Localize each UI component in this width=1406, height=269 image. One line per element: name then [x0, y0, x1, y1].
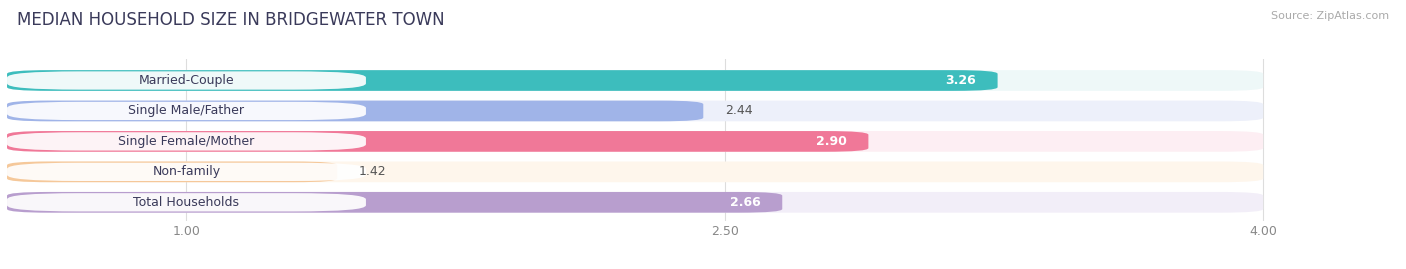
Text: 3.26: 3.26: [945, 74, 976, 87]
Text: 2.66: 2.66: [730, 196, 761, 209]
FancyBboxPatch shape: [7, 102, 366, 120]
Text: 2.90: 2.90: [815, 135, 846, 148]
FancyBboxPatch shape: [7, 70, 998, 91]
Text: Single Female/Mother: Single Female/Mother: [118, 135, 254, 148]
FancyBboxPatch shape: [7, 71, 366, 90]
FancyBboxPatch shape: [7, 101, 1263, 121]
Text: Married-Couple: Married-Couple: [139, 74, 235, 87]
FancyBboxPatch shape: [7, 131, 1263, 152]
Text: Non-family: Non-family: [152, 165, 221, 178]
FancyBboxPatch shape: [7, 101, 703, 121]
FancyBboxPatch shape: [7, 70, 1263, 91]
Text: 2.44: 2.44: [725, 104, 752, 118]
FancyBboxPatch shape: [7, 192, 782, 213]
Text: Source: ZipAtlas.com: Source: ZipAtlas.com: [1271, 11, 1389, 21]
FancyBboxPatch shape: [7, 132, 366, 151]
Text: 1.42: 1.42: [359, 165, 387, 178]
FancyBboxPatch shape: [7, 161, 337, 182]
FancyBboxPatch shape: [7, 131, 869, 152]
FancyBboxPatch shape: [7, 193, 366, 211]
FancyBboxPatch shape: [7, 161, 1263, 182]
FancyBboxPatch shape: [7, 192, 1263, 213]
Text: Total Households: Total Households: [134, 196, 239, 209]
Text: Single Male/Father: Single Male/Father: [128, 104, 245, 118]
Text: MEDIAN HOUSEHOLD SIZE IN BRIDGEWATER TOWN: MEDIAN HOUSEHOLD SIZE IN BRIDGEWATER TOW…: [17, 11, 444, 29]
FancyBboxPatch shape: [7, 163, 366, 181]
